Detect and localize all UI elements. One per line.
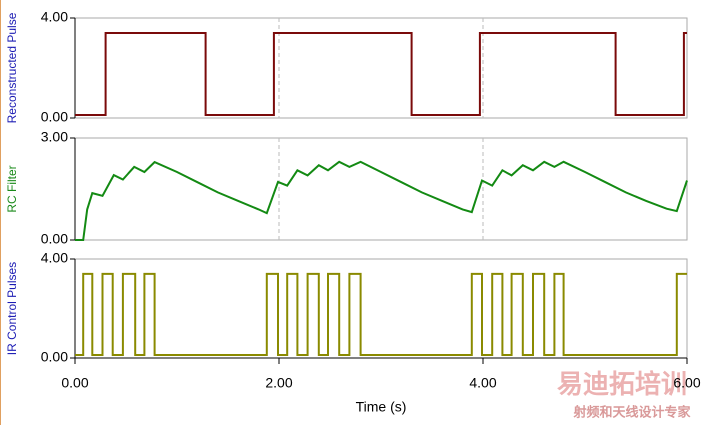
watermark-subtitle: 射频和天线设计专家 [572,404,691,419]
y-axis-label: RC Filter [5,165,19,212]
y-tick-label: 0.00 [41,109,68,125]
y-axis-label: IR Control Pulses [5,262,19,355]
x-tick-label: 4.00 [469,375,496,391]
y-tick-label: 0.00 [41,349,68,365]
plot-area [74,17,688,119]
y-tick-label: 4.00 [41,250,68,266]
plot-area [74,258,688,359]
plot-area [74,137,688,241]
x-tick-label: 2.00 [265,375,292,391]
y-tick-label: 0.00 [41,231,68,247]
series-line [75,272,687,356]
watermark-title: 易迪拓培训 [557,369,687,399]
x-tick-label: 6.00 [673,375,700,391]
y-tick-label: 3.00 [41,129,68,145]
y-tick-label: 4.00 [41,9,68,25]
x-axis-label: Time (s) [356,399,407,415]
y-axis-label: Reconstructed Pulse [5,12,19,123]
series-line [75,160,688,241]
x-tick-label: 0.00 [61,375,88,391]
series-line [75,32,687,116]
